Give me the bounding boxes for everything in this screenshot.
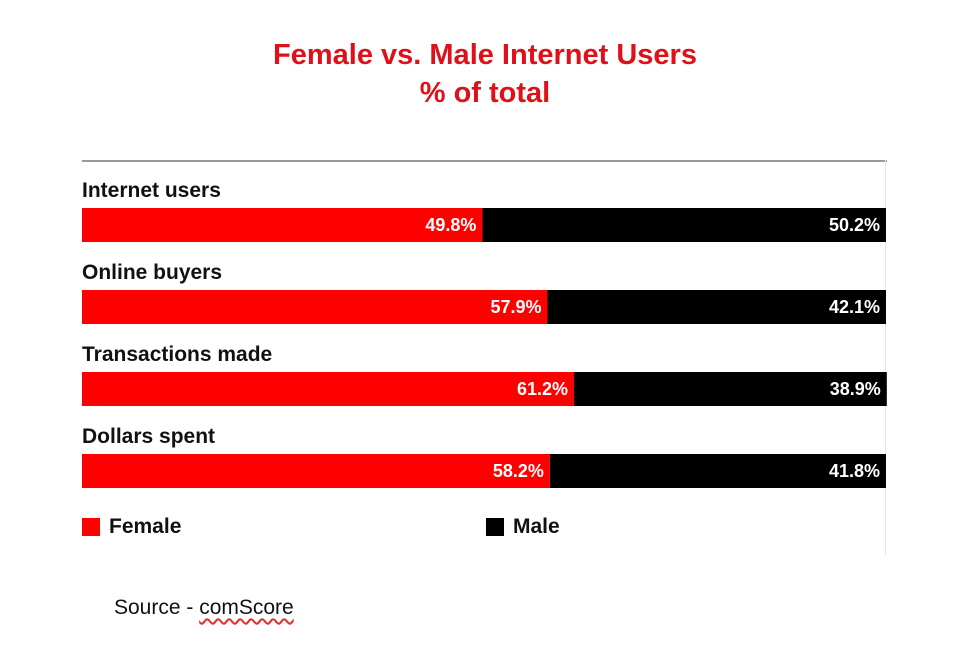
data-label-female-online-buyers: 57.9% bbox=[490, 297, 541, 317]
legend-swatch-male bbox=[486, 518, 504, 536]
bar-male-online-buyers bbox=[547, 290, 886, 324]
category-label-dollars-spent: Dollars spent bbox=[82, 425, 215, 448]
data-label-female-internet-users: 49.8% bbox=[425, 215, 476, 235]
bar-male-dollars-spent bbox=[549, 454, 886, 488]
right-border bbox=[885, 160, 886, 555]
legend-label-male: Male bbox=[513, 515, 560, 538]
bar-female-dollars-spent bbox=[82, 454, 550, 488]
bar-female-internet-users bbox=[82, 208, 483, 242]
source-brand: comScore bbox=[199, 596, 294, 619]
chart-title: Female vs. Male Internet Users % of tota… bbox=[0, 36, 970, 112]
source-prefix: Source - bbox=[114, 596, 200, 619]
data-label-male-internet-users: 50.2% bbox=[829, 215, 880, 235]
data-label-female-dollars-spent: 58.2% bbox=[493, 461, 544, 481]
top-divider bbox=[82, 160, 887, 162]
data-label-male-dollars-spent: 41.8% bbox=[829, 461, 880, 481]
chart-subtitle: % of total bbox=[419, 77, 551, 109]
category-label-transactions-made: Transactions made bbox=[82, 343, 272, 366]
bar-male-internet-users bbox=[482, 208, 886, 242]
source-note: Source - comScore bbox=[114, 596, 294, 620]
data-label-male-transactions-made: 38.9% bbox=[830, 379, 881, 399]
bar-female-online-buyers bbox=[82, 290, 548, 324]
legend-label-female: Female bbox=[109, 515, 181, 538]
bar-male-transactions-made bbox=[574, 372, 887, 406]
bar-female-transactions-made bbox=[82, 372, 575, 406]
data-label-male-online-buyers: 42.1% bbox=[829, 297, 880, 317]
data-label-female-transactions-made: 61.2% bbox=[517, 379, 568, 399]
category-label-online-buyers: Online buyers bbox=[82, 261, 222, 284]
legend-swatch-female bbox=[82, 518, 100, 536]
category-label-internet-users: Internet users bbox=[82, 179, 221, 202]
chart-title-line1: Female vs. Male Internet Users bbox=[273, 39, 697, 71]
